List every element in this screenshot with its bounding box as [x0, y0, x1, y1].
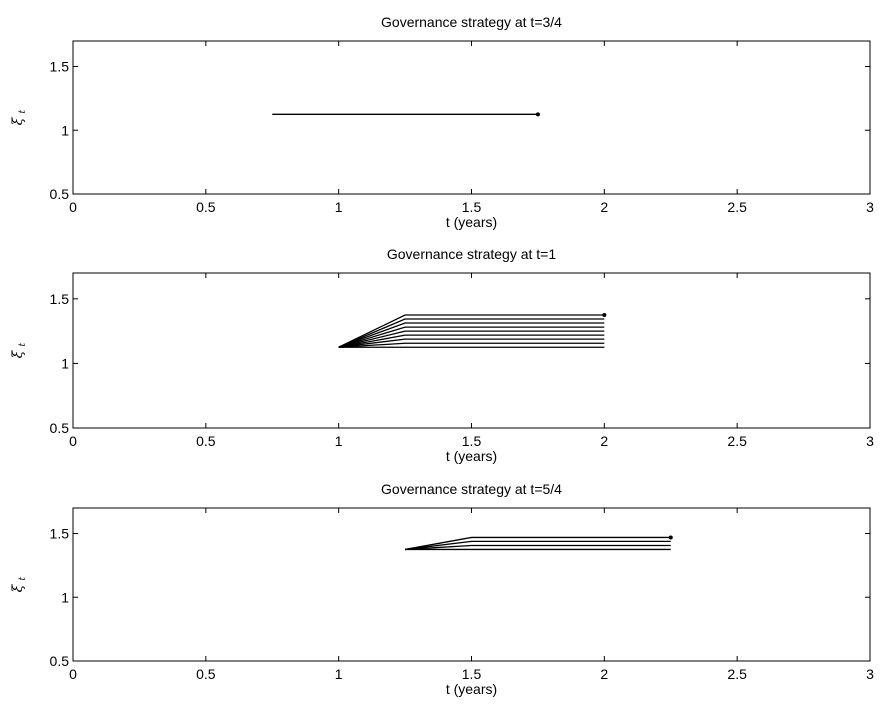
end-point-marker: [535, 112, 540, 117]
y-axis-label-subscript: t: [18, 343, 28, 347]
y-axis-label: ξt: [10, 110, 28, 126]
axes-box: [72, 272, 871, 429]
y-tick-label: 1: [61, 355, 69, 371]
series-line-9: [338, 314, 605, 348]
x-tick-label: 1.5: [462, 666, 482, 682]
x-tick-label: 1.5: [462, 199, 482, 215]
y-tick-label: 1.5: [50, 526, 70, 542]
chart-title: Governance strategy at t=5/4: [381, 481, 562, 497]
x-tick-label: 3: [866, 666, 874, 682]
y-tick-label: 1.5: [50, 59, 70, 75]
axes-box: [72, 40, 871, 195]
x-tick-label: 3: [866, 433, 874, 449]
end-point-marker: [602, 312, 607, 317]
y-axis-label-subscript: t: [18, 577, 28, 581]
x-axis-label: t (years): [446, 214, 497, 230]
series-line-2: [405, 544, 671, 551]
x-tick-label: 0.5: [196, 666, 216, 682]
x-tick-label: 1: [335, 666, 343, 682]
series-line-4: [404, 536, 671, 551]
x-tick-label: 2: [600, 199, 608, 215]
x-tick-label: 2.5: [727, 199, 747, 215]
x-tick-label: 1: [335, 433, 343, 449]
y-axis-label-symbol: ξ: [10, 116, 26, 125]
series-line-4: [338, 334, 605, 348]
chart-panel-1: Governance strategy at t=3/40 0.5 1 1.5 2 2.5…: [10, 14, 874, 230]
x-tick-label: 2: [600, 433, 608, 449]
y-tick-label: 0.5: [50, 420, 70, 436]
series-line-3: [405, 540, 671, 551]
chart-panel-2: Governance strategy at t=10 0.5 1 1.5 2 2.5 30…: [10, 246, 874, 464]
series-line-8: [338, 318, 605, 348]
x-tick-label: 2.5: [727, 433, 747, 449]
series-line-2: [338, 342, 605, 348]
x-axis-label: t (years): [446, 448, 497, 464]
y-axis-label: ξt: [10, 577, 28, 593]
series-line-5: [338, 330, 605, 348]
x-tick-label: 0: [69, 666, 77, 682]
x-tick-label: 0.5: [196, 433, 216, 449]
series-line-6: [338, 326, 605, 348]
y-tick-label: 1: [61, 589, 69, 605]
y-axis-label: ξt: [10, 343, 28, 359]
x-axis-label: t (years): [446, 681, 497, 697]
y-tick-label: 0.5: [50, 186, 70, 202]
y-tick-label: 1: [61, 122, 69, 138]
y-tick-label: 0.5: [50, 653, 70, 669]
x-tick-label: 2: [600, 666, 608, 682]
series-line-3: [338, 338, 605, 348]
x-tick-label: 3: [866, 199, 874, 215]
x-tick-label: 1.5: [462, 433, 482, 449]
y-tick-label: 1.5: [50, 291, 70, 307]
chart-title: Governance strategy at t=1: [387, 246, 556, 262]
x-tick-label: 2.5: [727, 666, 747, 682]
axes-box: [72, 507, 871, 662]
y-axis-label-symbol: ξ: [10, 583, 26, 592]
series-line-7: [338, 322, 605, 348]
y-axis-label-symbol: ξ: [10, 349, 26, 358]
x-tick-label: 0: [69, 433, 77, 449]
x-tick-label: 0: [69, 199, 77, 215]
x-tick-label: 0.5: [196, 199, 216, 215]
end-point-marker: [668, 535, 673, 540]
chart-panel-3: Governance strategy at t=5/40 0.5 1 1.5 2 2.5…: [10, 481, 874, 697]
y-axis-label-subscript: t: [18, 110, 28, 114]
x-tick-label: 1: [335, 199, 343, 215]
chart-title: Governance strategy at t=3/4: [381, 14, 562, 30]
